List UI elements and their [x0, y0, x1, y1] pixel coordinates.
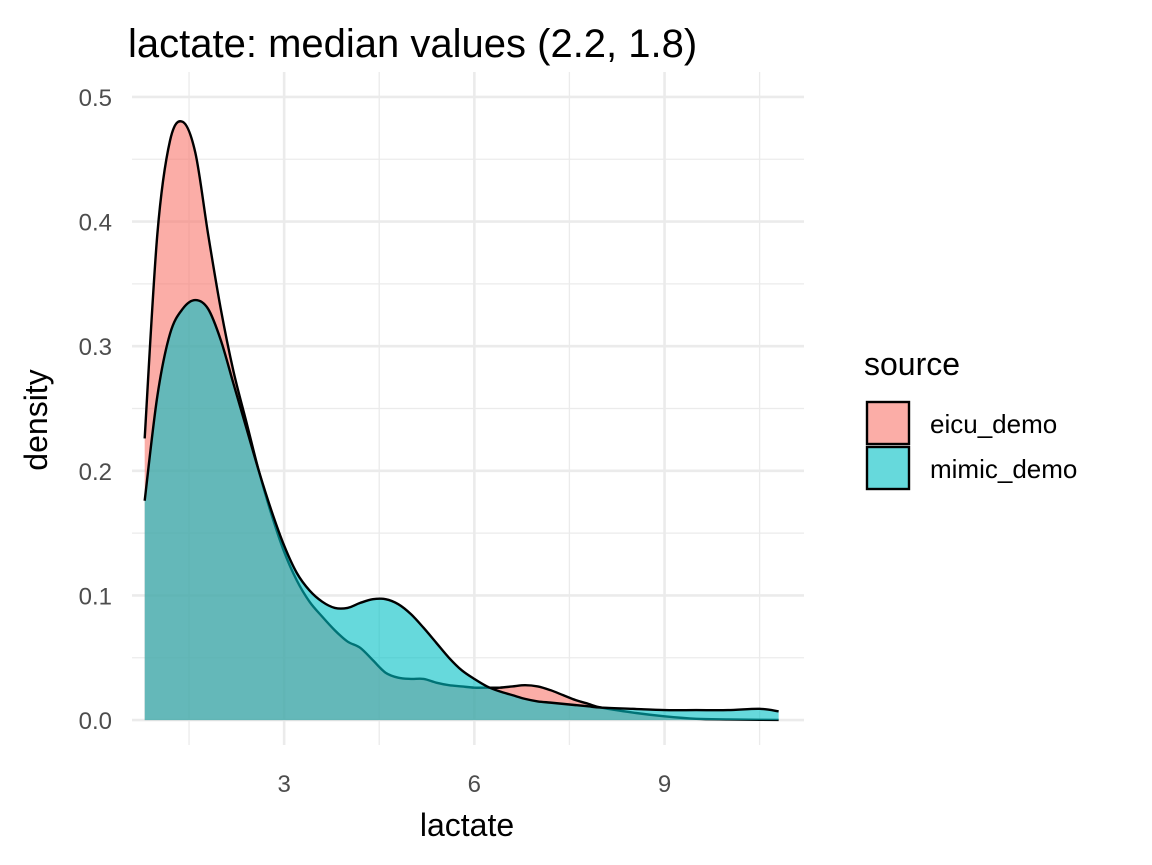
area-mimic_demo	[144, 300, 779, 721]
x-axis-ticks: 3 6 9	[277, 771, 671, 798]
legend: source eicu_demo mimic_demo	[864, 346, 1077, 491]
outline-mimic_demo	[143, 298, 779, 713]
y-tick-label: 0.0	[79, 708, 112, 735]
legend-label-mimic_demo: mimic_demo	[930, 454, 1077, 484]
x-tick-label: 9	[658, 771, 671, 798]
x-tick-label: 6	[468, 771, 481, 798]
x-tick-label: 3	[277, 771, 290, 798]
x-axis-title: lactate	[420, 807, 514, 843]
legend-title: source	[864, 346, 960, 382]
y-tick-label: 0.1	[79, 583, 112, 610]
chart-title: lactate: median values (2.2, 1.8)	[128, 22, 697, 66]
legend-key-mimic_demo	[865, 445, 911, 491]
y-axis-title: density	[18, 369, 54, 470]
density-areas	[143, 120, 779, 722]
y-tick-label: 0.3	[79, 334, 112, 361]
y-tick-label: 0.4	[79, 210, 112, 237]
legend-label-eicu_demo: eicu_demo	[930, 409, 1057, 439]
y-axis-ticks: 0.0 0.1 0.2 0.3 0.4 0.5	[79, 85, 112, 735]
y-tick-label: 0.5	[79, 85, 112, 112]
y-tick-label: 0.2	[79, 459, 112, 486]
legend-key-eicu_demo	[865, 400, 911, 446]
